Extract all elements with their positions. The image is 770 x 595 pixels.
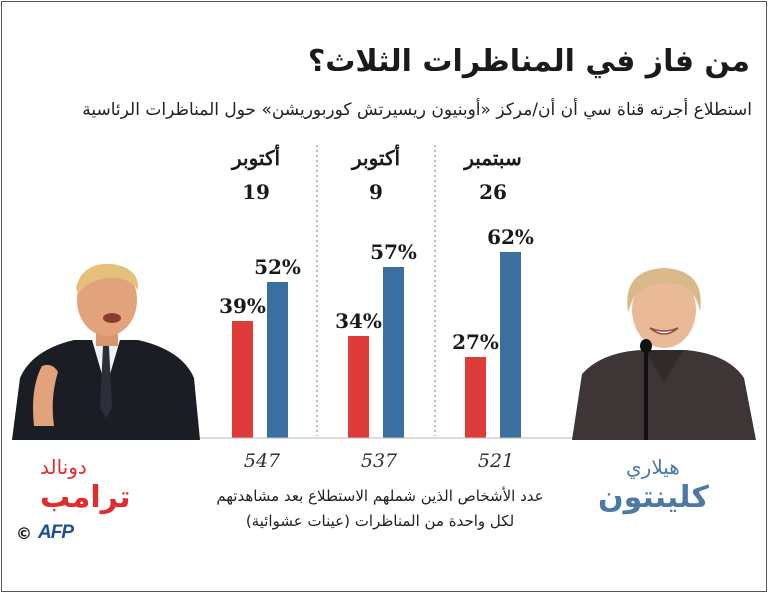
trump-bar-1 <box>232 321 253 438</box>
clinton-bar-1 <box>267 282 288 438</box>
trump-bar-2 <box>348 336 369 438</box>
trump-value-label-3: 27% <box>452 330 499 354</box>
clinton-bar-3 <box>500 252 521 438</box>
trump-value-label-1: 39% <box>219 294 266 318</box>
sample-size-1: 547 <box>243 450 281 472</box>
chart-title: من فاز في المناظرات الثلاث؟ <box>307 44 750 79</box>
afp-logo: AFP <box>38 522 74 543</box>
poll-day-1: 19 <box>242 180 270 204</box>
sample-note: عدد الأشخاص الذين شملهم الاستطلاع بعد مش… <box>195 484 565 534</box>
sample-size-2: 537 <box>360 450 398 472</box>
poll-day-2: 9 <box>369 180 383 204</box>
sample-note-line1: عدد الأشخاص الذين شملهم الاستطلاع بعد مش… <box>216 487 544 505</box>
trump-last-name: ترامب <box>40 480 131 515</box>
clinton-value-label-1: 52% <box>254 255 301 279</box>
clinton-bar-2 <box>383 267 404 438</box>
clinton-value-label-2: 57% <box>370 240 417 264</box>
trump-first-name: دونالد <box>40 455 87 479</box>
poll-month-1: أكتوبر <box>231 146 281 170</box>
clinton-first-name: هيلاري <box>626 455 680 479</box>
clinton-photo <box>572 268 756 440</box>
clinton-value-label-3: 62% <box>487 225 534 249</box>
sample-size-3: 521 <box>477 450 515 472</box>
poll-month-3: سبتمبر <box>464 146 522 170</box>
trump-bar-3 <box>465 357 486 438</box>
poll-day-3: 26 <box>479 180 507 204</box>
trump-value-label-2: 34% <box>335 309 382 333</box>
trump-photo <box>12 263 200 440</box>
sample-note-line2: لكل واحدة من المناظرات (عينات عشوائية) <box>245 512 515 530</box>
poll-month-2: أكتوبر <box>351 146 401 170</box>
credit: © AFP <box>16 522 74 544</box>
clinton-last-name: كلينتون <box>598 480 709 515</box>
copyright-icon: © <box>16 523 32 543</box>
chart-subtitle: استطلاع أجرته قناة سي أن أن/مركز «أوبنيو… <box>82 100 752 120</box>
